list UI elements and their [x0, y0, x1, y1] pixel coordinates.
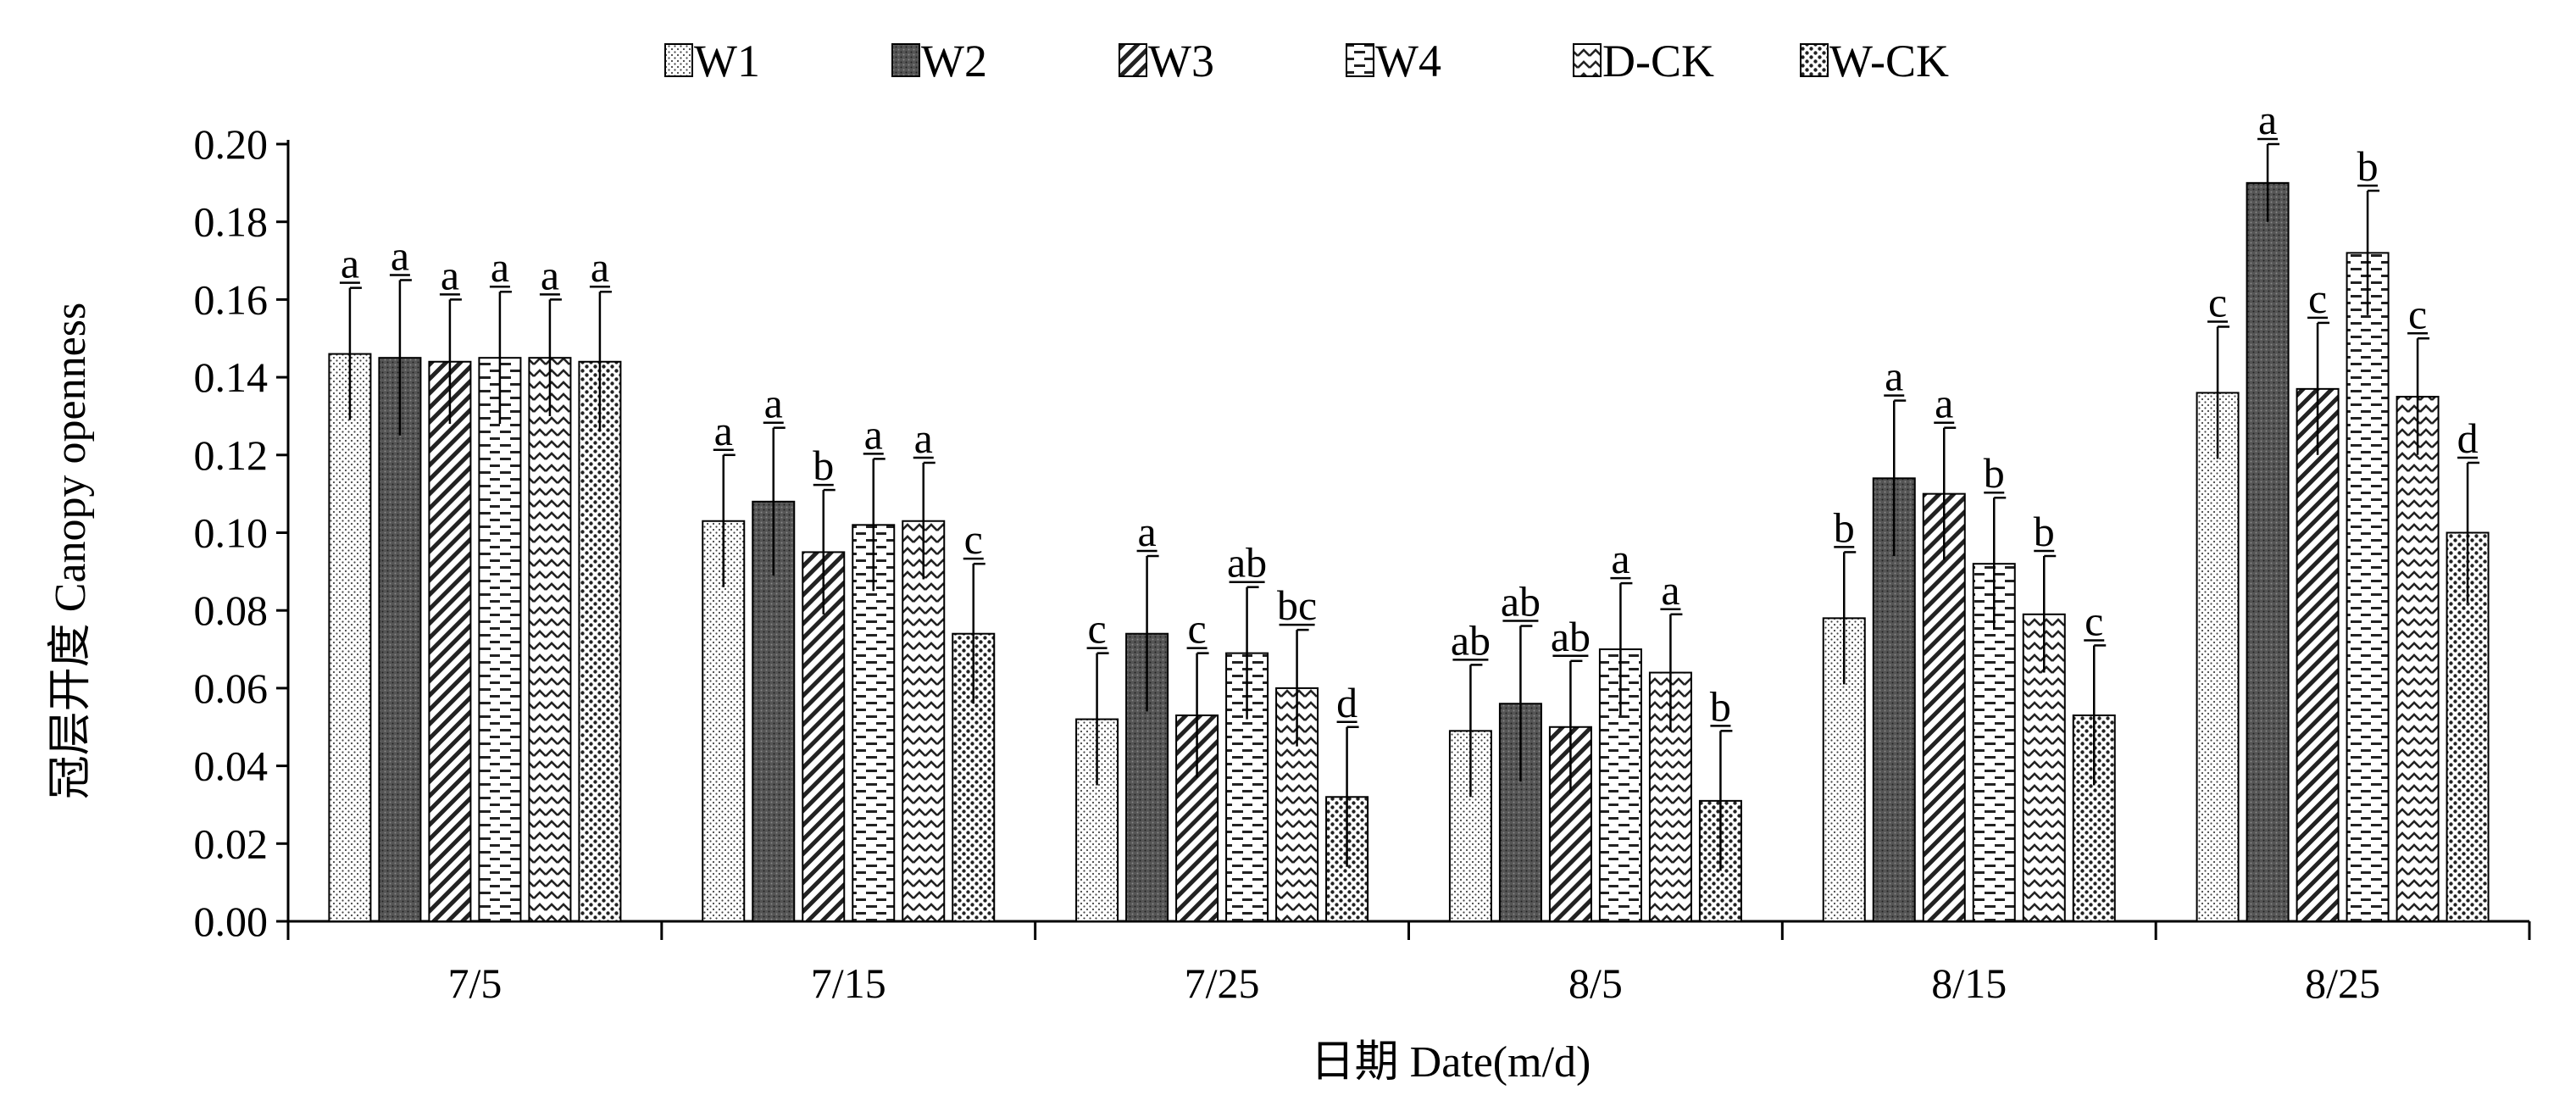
- significance-label: d: [2457, 414, 2479, 462]
- legend-label: W-CK: [1829, 36, 1949, 86]
- x-category-label: 7/25: [1185, 959, 1260, 1007]
- legend-label: W4: [1375, 36, 1441, 86]
- legend-label: W2: [921, 36, 987, 86]
- legend-label: W1: [694, 36, 760, 86]
- significance-label: b: [2357, 142, 2379, 190]
- significance-label: a: [341, 240, 359, 287]
- y-tick-label: 0.02: [194, 820, 269, 867]
- bar-d-ck-7-15: [902, 520, 946, 922]
- legend-swatch: [1573, 43, 1602, 77]
- significance-label: ab: [1227, 539, 1267, 587]
- bar-w1-8-25: [2196, 392, 2240, 922]
- significance-label: a: [1137, 508, 1156, 555]
- significance-label: b: [813, 442, 834, 489]
- y-tick-label: 0.14: [194, 353, 269, 401]
- bar-w3-8-25: [2296, 387, 2340, 923]
- legend-item-w4: W4: [1346, 36, 1441, 86]
- significance-label: a: [914, 414, 933, 462]
- legend-swatch: [1800, 43, 1829, 77]
- x-category-label: 8/5: [1568, 959, 1623, 1007]
- y-axis-title: 冠层开度 Canopy openness: [47, 303, 95, 799]
- legend-swatch: [891, 43, 920, 77]
- significance-label: a: [1611, 535, 1629, 582]
- significance-label: d: [1336, 679, 1357, 726]
- bar-w2-8-25: [2246, 181, 2290, 923]
- significance-label: b: [1984, 449, 2005, 497]
- x-category-label: 8/25: [2305, 959, 2380, 1007]
- legend-item-w1: W1: [664, 36, 760, 86]
- legend-label: D-CK: [1602, 36, 1714, 86]
- significance-label: ab: [1551, 613, 1591, 660]
- bar-d-ck-8-25: [2396, 396, 2440, 922]
- significance-label: a: [591, 243, 609, 291]
- bar-w4-7-5: [478, 357, 522, 922]
- y-axis: 0.00 0.02 0.04 0.06 0.08 0.10 0.12 0.14 0.16 0.18…: [194, 120, 290, 945]
- legend-item-w2: W2: [891, 36, 987, 86]
- y-tick-label: 0.04: [194, 742, 269, 790]
- significance-label: a: [1885, 353, 1903, 400]
- significance-label: a: [491, 243, 509, 291]
- significance-label: b: [1710, 682, 1731, 730]
- significance-label: b: [1834, 503, 1855, 551]
- y-tick-label: 0.00: [194, 898, 269, 945]
- y-tick-label: 0.08: [194, 587, 269, 634]
- bar-w3-7-5: [428, 360, 472, 922]
- bar-w1-7-15: [702, 520, 746, 922]
- significance-label: c: [2085, 597, 2103, 644]
- significance-label: c: [1087, 605, 1106, 653]
- legend: W1 W2 W3 W4 D-CK W-CK: [664, 36, 1949, 86]
- legend-item-d-ck: D-CK: [1573, 36, 1714, 86]
- significance-label: c: [1187, 605, 1206, 653]
- y-tick-label: 0.20: [194, 120, 269, 168]
- legend-item-w3: W3: [1119, 36, 1214, 86]
- y-tick-label: 0.12: [194, 431, 269, 479]
- y-tick-label: 0.10: [194, 509, 269, 557]
- significance-label: c: [2308, 275, 2327, 322]
- legend-item-w-ck: W-CK: [1800, 36, 1949, 86]
- significance-label: a: [764, 380, 783, 427]
- bar-w1-7-5: [328, 353, 372, 922]
- significance-label: a: [2258, 96, 2277, 143]
- x-axis-title: 日期 Date(m/d): [1311, 1038, 1591, 1087]
- significance-label: ab: [1501, 578, 1541, 626]
- x-category-label: 7/5: [447, 959, 502, 1007]
- significance-label: ab: [1451, 616, 1491, 664]
- x-axis: 7/5 7/15 7/25 8/5 8/15 8/25: [286, 920, 2531, 1007]
- significance-label: a: [541, 251, 559, 298]
- y-tick-label: 0.18: [194, 198, 269, 246]
- significance-label: bc: [1277, 581, 1317, 629]
- bar-w4-8-25: [2346, 252, 2390, 922]
- legend-swatch: [1346, 43, 1374, 77]
- legend-label: W3: [1148, 36, 1214, 86]
- x-category-label: 7/15: [811, 959, 886, 1007]
- significance-label: c: [964, 515, 983, 563]
- significance-label: c: [2408, 290, 2427, 337]
- significance-label: b: [2034, 508, 2055, 555]
- bar-w4-8-15: [1972, 563, 2016, 922]
- significance-label: a: [864, 410, 883, 458]
- y-tick-label: 0.16: [194, 275, 269, 323]
- significance-label: a: [714, 407, 733, 454]
- significance-label: a: [391, 231, 409, 279]
- bar-d-ck-7-5: [528, 357, 572, 922]
- significance-label: a: [441, 251, 459, 298]
- significance-label: c: [2208, 278, 2227, 325]
- legend-swatch: [664, 43, 693, 77]
- significance-label: a: [1661, 566, 1679, 614]
- significance-label: a: [1935, 380, 1953, 427]
- bar-w2-7-5: [378, 357, 422, 922]
- y-tick-label: 0.06: [194, 664, 269, 712]
- legend-swatch: [1119, 43, 1147, 77]
- x-category-label: 8/15: [1931, 959, 2007, 1007]
- bar-w-ck-7-5: [578, 360, 622, 922]
